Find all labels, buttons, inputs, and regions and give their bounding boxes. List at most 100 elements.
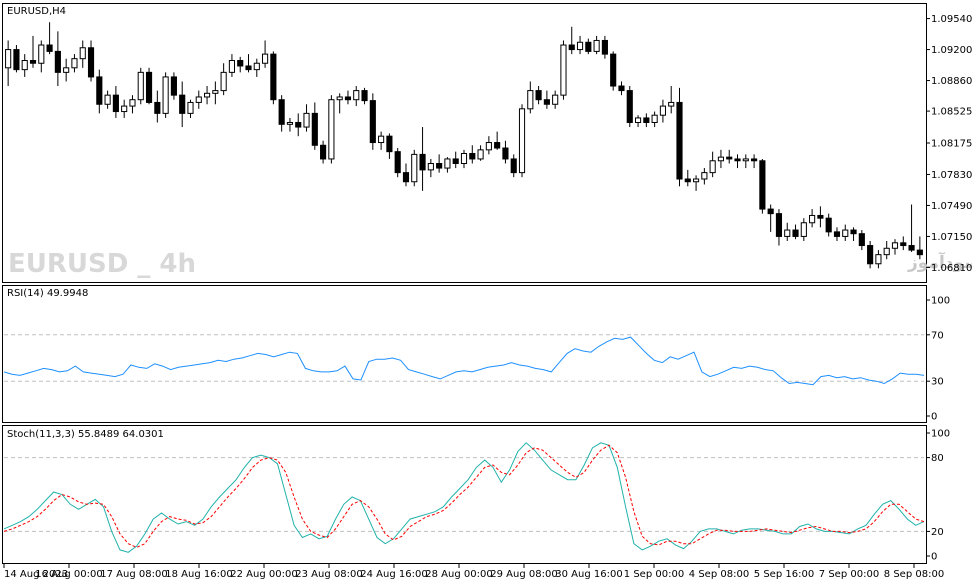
price-tick-label: 1.09200 [931,45,972,56]
candle [320,140,327,164]
candle-body [576,41,584,51]
candle [709,151,716,178]
candle [809,209,816,228]
candle [908,204,915,252]
candle-body [867,245,874,265]
candle-body [693,178,700,183]
candle [469,145,476,164]
candle-body [858,233,865,247]
time-tick-label: 18 Aug 16:00 [165,569,232,580]
candle [494,131,501,150]
candle [187,99,194,118]
candle [858,230,865,251]
price-tick-label: 1.06810 [931,263,972,274]
candle [759,158,766,214]
candle-body [601,39,608,55]
candle-body [311,112,318,146]
candle-body [684,178,691,183]
candle-body [328,99,335,160]
stoch-tick-label: 100 [931,429,950,440]
candle [784,222,791,241]
candle-body [29,60,37,64]
rsi-panel[interactable] [2,285,927,423]
candle-body [63,67,70,73]
candle [518,104,526,178]
candle-body [237,60,244,67]
candle-body [378,135,385,144]
candle [162,72,169,118]
candle [411,149,418,187]
stoch-panel-title: Stoch(11,3,3) 55.8489 64.0301 [7,429,164,440]
candle-body [46,44,53,52]
stoch-panel[interactable] [2,425,927,564]
candle-body [21,60,28,71]
candle [444,157,451,173]
candle-body [916,249,923,256]
candle [560,40,567,100]
candle [610,51,617,91]
candle [742,154,749,169]
candle-body [427,163,434,171]
time-tick-label: 7 Sep 00:00 [819,569,879,580]
candle [767,204,774,232]
candle-body [668,101,675,107]
price-panel[interactable] [2,3,927,283]
candle-body [212,90,219,94]
candle [344,90,352,105]
candle [328,95,335,164]
candle-body [833,231,841,237]
candle-body [262,53,269,64]
candle-body [411,153,418,183]
price-tick-label: 1.08175 [931,139,972,150]
candle [651,111,658,128]
candle [659,99,666,123]
candle [817,206,824,228]
candle [477,145,484,161]
candle-body [394,151,401,174]
candle [278,95,285,132]
candle [262,40,269,68]
time-tick-label: 24 Aug 16:00 [360,569,427,580]
candle [137,67,144,105]
candle [593,35,600,55]
candle [71,54,78,73]
candle-body [13,49,20,71]
candle-body [568,44,575,51]
candle [485,136,492,155]
time-tick-label: 5 Sep 16:00 [754,569,814,580]
rsi-tick-label: 100 [931,296,950,307]
candle-body [510,158,517,174]
candle [419,127,426,191]
candle [726,149,733,164]
candle [693,175,700,191]
candle-body [303,112,310,128]
time-tick-label: 29 Aug 08:00 [490,569,557,580]
candle [552,90,559,109]
candle-body [659,105,666,116]
candle [676,87,683,187]
candle [634,115,642,128]
watermark-text: آموزش در سایت سودآموز [907,251,972,273]
candle [145,67,153,105]
candle-body [245,65,252,71]
candle [54,31,61,87]
candle [270,51,277,105]
candle-body [891,242,899,249]
candle-body [543,99,550,105]
candle-body [278,99,285,125]
candle [361,87,368,105]
candle-body [344,96,352,101]
candle-body [784,229,791,237]
rsi-line [3,336,925,386]
candle [684,169,691,187]
time-tick-label: 17 Aug 08:00 [100,569,167,580]
candle-body [527,90,534,110]
candle-body [320,144,327,160]
candle [104,90,111,109]
candle-body [419,153,426,171]
candle [460,149,468,169]
candle-body [477,149,484,160]
candle [79,40,86,68]
candle [336,93,343,114]
